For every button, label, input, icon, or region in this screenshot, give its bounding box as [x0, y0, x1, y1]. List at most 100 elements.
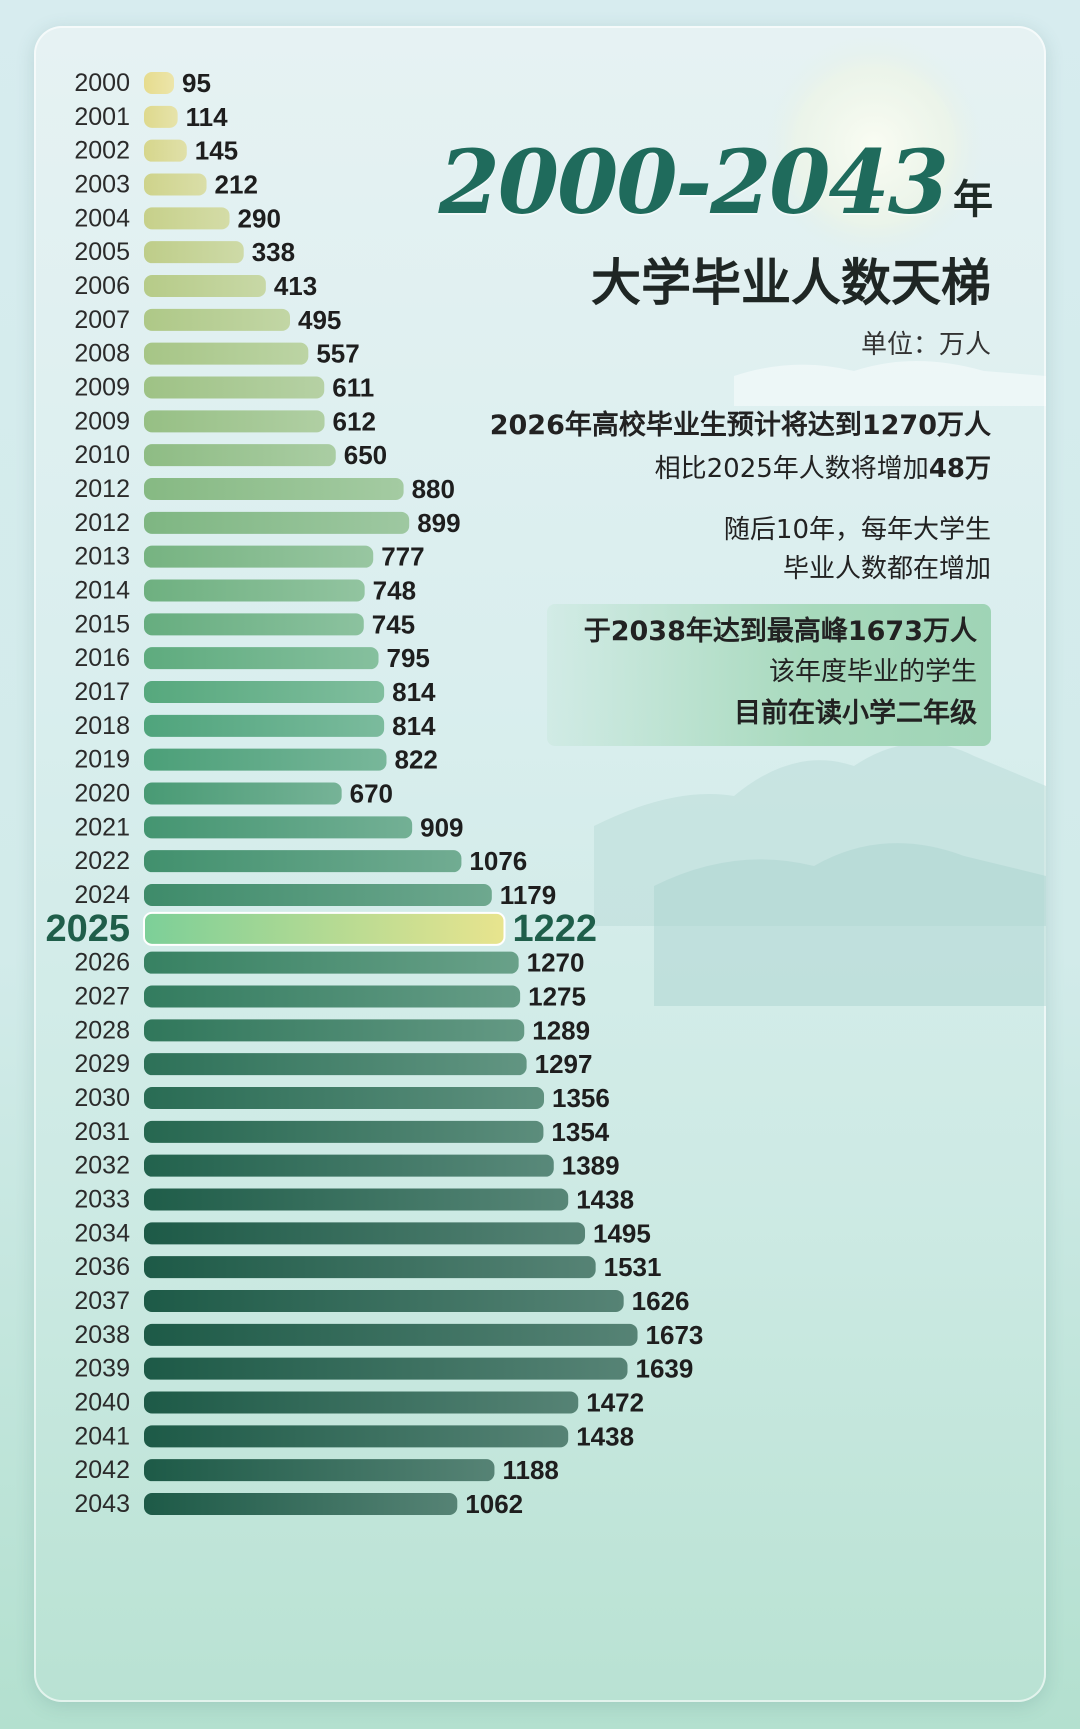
value-label: 1354 [551, 1117, 609, 1147]
bar-2033 [144, 1188, 569, 1211]
bar-2038 [144, 1323, 638, 1346]
value-label: 1289 [532, 1015, 590, 1045]
value-label: 114 [186, 102, 228, 132]
note-increase-value: 48万 [928, 454, 991, 484]
bar-2027 [144, 985, 521, 1008]
year-label: 2041 [74, 1422, 130, 1450]
bar-2029 [144, 1053, 527, 1076]
value-label: 909 [420, 812, 463, 842]
bar-2019 [144, 748, 387, 771]
year-label: 2006 [74, 272, 130, 300]
bar-2030 [144, 1087, 545, 1109]
year-label: 2029 [74, 1050, 130, 1078]
year-label: 2000 [74, 69, 130, 97]
bar-2025-highlight [143, 911, 506, 946]
year-label: 2018 [74, 712, 130, 740]
mountain-decoration [654, 843, 1046, 1006]
bar-2002 [144, 139, 187, 162]
year-label: 2012 [74, 475, 130, 503]
value-label: 611 [332, 373, 374, 403]
note-2026: 2026年高校毕业生预计将达到1270万人 [489, 410, 991, 441]
value-label: 1188 [502, 1455, 558, 1485]
year-label: 2030 [74, 1084, 130, 1112]
year-label: 2034 [74, 1219, 130, 1247]
value-label: 670 [350, 779, 393, 809]
year-label: 2042 [74, 1456, 130, 1484]
chart-title: 2000-2043 年 [439, 134, 993, 248]
year-label: 2001 [74, 103, 130, 131]
value-label: 612 [333, 406, 376, 436]
value-label: 1179 [500, 880, 556, 910]
bar-2034 [144, 1222, 586, 1245]
value-label: 1297 [535, 1049, 593, 1079]
value-label: 1275 [528, 982, 586, 1012]
value-label: 413 [274, 271, 317, 301]
value-label: 899 [417, 508, 460, 538]
bar-2018 [144, 714, 385, 737]
value-label: 748 [373, 576, 416, 606]
year-label: 2010 [74, 441, 130, 469]
note-trend-1: 随后10年，每年大学生 [723, 515, 991, 545]
value-label: 1626 [632, 1286, 690, 1316]
value-label: 1438 [576, 1185, 634, 1215]
bar-2008 [144, 342, 309, 365]
value-label: 1222 [512, 908, 597, 950]
bar-2012 [144, 511, 410, 534]
year-label: 2040 [74, 1389, 130, 1417]
value-label: 145 [195, 136, 238, 166]
year-label: 2003 [74, 171, 130, 199]
peak-line-3: 目前在读小学二年级 [734, 698, 977, 729]
year-label: 2009 [74, 407, 130, 435]
year-label: 2033 [74, 1186, 130, 1214]
value-label: 880 [412, 474, 455, 504]
peak-callout: 于2038年达到最高峰1673万人 该年度毕业的学生 目前在读小学二年级 [547, 604, 991, 746]
bar-2009 [144, 410, 325, 433]
year-label: 2015 [74, 610, 130, 638]
bar-2026 [144, 951, 519, 974]
value-label: 557 [316, 339, 359, 369]
year-label: 2032 [74, 1152, 130, 1180]
year-label: 2014 [74, 577, 130, 605]
title-block: 2000-2043 年 大学毕业人数天梯 单位：万人 [439, 134, 993, 361]
year-label: 2004 [74, 204, 130, 232]
bar-2039 [144, 1357, 628, 1380]
bar-2015 [144, 613, 364, 636]
bar-2042 [144, 1459, 495, 1482]
value-label: 1356 [552, 1083, 610, 1113]
bar-2028 [144, 1019, 525, 1042]
value-label: 1673 [646, 1320, 704, 1350]
value-label: 1438 [576, 1421, 634, 1451]
bar-2009 [144, 376, 325, 399]
unit-label: 单位：万人 [860, 330, 991, 360]
value-label: 1531 [604, 1252, 662, 1282]
bar-2032 [144, 1154, 554, 1177]
note-increase: 相比2025年人数将增加48万 [431, 450, 991, 488]
value-label: 1076 [469, 846, 527, 876]
bar-2005 [144, 241, 244, 264]
year-label: 2036 [74, 1253, 130, 1281]
bar-2017 [144, 681, 385, 703]
note-trend-2: 毕业人数都在增加 [782, 554, 991, 584]
peak-line-1: 于2038年达到最高峰1673万人 [583, 616, 977, 647]
bar-2007 [144, 308, 291, 331]
value-label: 814 [392, 677, 436, 707]
title-years: 2000-2043 [438, 130, 949, 234]
title-nian: 年 [953, 176, 993, 223]
bar-2036 [144, 1256, 596, 1279]
year-label: 2037 [74, 1287, 130, 1315]
value-label: 795 [387, 643, 430, 673]
value-label: 495 [298, 305, 341, 335]
year-label: 2016 [74, 644, 130, 672]
bar-2031 [144, 1120, 544, 1143]
peak-line-2: 该年度毕业的学生 [768, 657, 977, 687]
value-label: 1472 [586, 1388, 644, 1418]
bar-2016 [144, 647, 379, 670]
value-label: 1389 [562, 1151, 620, 1181]
year-label: 2007 [74, 306, 130, 334]
value-label: 1270 [527, 948, 585, 978]
bar-2012 [144, 478, 404, 500]
bar-2010 [144, 444, 336, 467]
value-label: 814 [392, 711, 436, 741]
year-label: 2002 [74, 137, 130, 165]
value-label: 338 [252, 237, 295, 267]
